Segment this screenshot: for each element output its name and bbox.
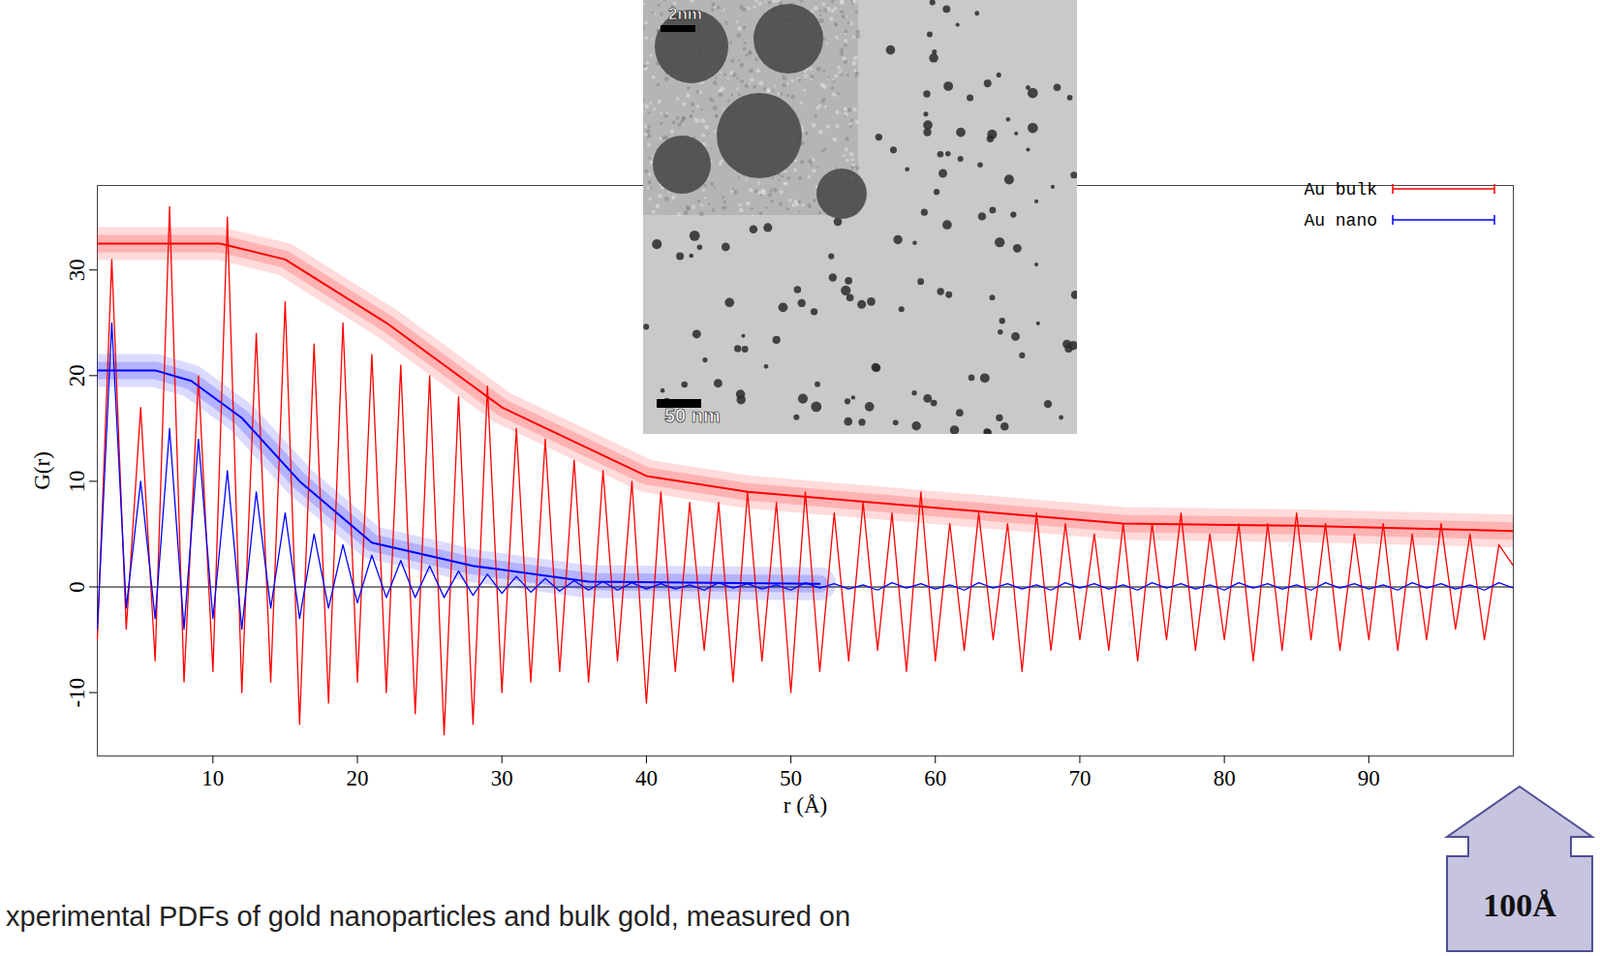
svg-text:Au nano: Au nano [1303,211,1378,231]
svg-text:80: 80 [1213,766,1236,791]
svg-text:Au bulk: Au bulk [1303,180,1378,200]
svg-text:20: 20 [64,364,90,387]
svg-text:100Å: 100Å [1482,887,1557,924]
svg-text:0: 0 [64,581,90,593]
svg-text:30: 30 [64,258,90,281]
svg-text:-10: -10 [64,677,90,708]
svg-text:60: 60 [923,766,947,791]
svg-text:r (Å): r (Å) [783,793,828,818]
svg-text:40: 40 [635,766,658,791]
svg-text:30: 30 [491,766,514,791]
html-text:xperimental PDFs of gold nanop: xperimental PDFs of gold nanoparticles a… [5,900,851,932]
svg-text:10: 10 [201,766,224,791]
svg-text:50 nm: 50 nm [664,404,721,427]
svg-text:G(r): G(r) [30,451,55,491]
svg-text:90: 90 [1357,766,1381,791]
svg-text:70: 70 [1068,766,1091,791]
svg-text:50: 50 [779,766,802,791]
svg-text:20: 20 [346,766,370,791]
svg-text:2nm: 2nm [668,4,703,24]
svg-text:10: 10 [64,469,90,493]
